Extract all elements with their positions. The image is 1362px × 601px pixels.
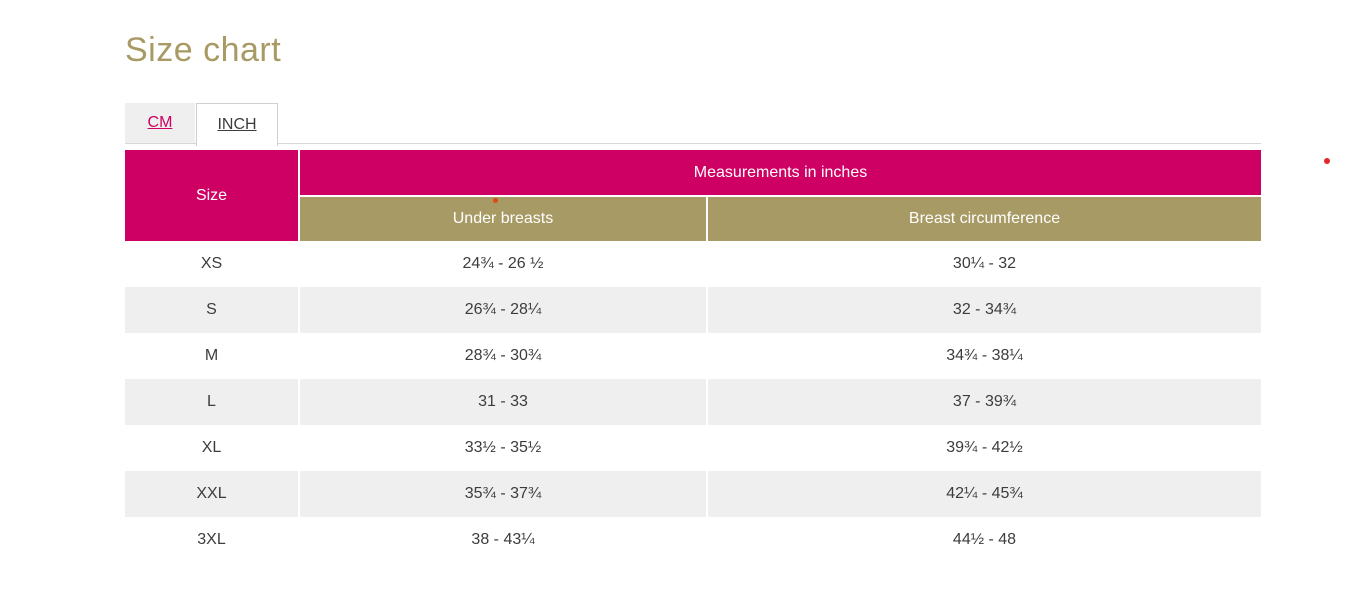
breast-circumference-cell: 37 - 39¾ xyxy=(705,379,1262,425)
size-cell: XL xyxy=(125,425,299,471)
size-cell: S xyxy=(125,287,299,333)
size-cell: L xyxy=(125,379,299,425)
size-chart-page: Size chart CM INCH Size Measurements in … xyxy=(125,30,1262,563)
under-breasts-cell: 35¾ - 37¾ xyxy=(298,471,707,517)
size-column-header: Size xyxy=(125,150,299,241)
under-breasts-cell: 26¾ - 28¼ xyxy=(298,287,707,333)
size-cell: XXL xyxy=(125,471,299,517)
under-breasts-cell: 33½ - 35½ xyxy=(298,425,707,471)
breast-circumference-cell: 39¾ - 42½ xyxy=(705,425,1262,471)
tab-inch-label: INCH xyxy=(217,116,257,133)
breast-circumference-header: Breast circumference xyxy=(705,195,1262,241)
tab-inch[interactable]: INCH xyxy=(196,103,278,146)
tabbar-divider xyxy=(125,143,1261,144)
table-header-row-sub: Under breasts Breast circumference xyxy=(125,195,1262,241)
under-breasts-cell: 38 - 43¼ xyxy=(298,517,707,563)
size-cell: M xyxy=(125,333,299,379)
breast-circumference-cell: 32 - 34¾ xyxy=(705,287,1262,333)
table-row: XXL 35¾ - 37¾ 42¼ - 45¾ xyxy=(125,471,1262,517)
table-row: M 28¾ - 30¾ 34¾ - 38¼ xyxy=(125,333,1262,379)
under-breasts-cell: 28¾ - 30¾ xyxy=(298,333,707,379)
breast-circumference-cell: 44½ - 48 xyxy=(705,517,1262,563)
under-breasts-header: Under breasts xyxy=(298,195,707,241)
table-header-row-group: Size Measurements in inches xyxy=(125,150,1262,241)
table-row: XS 24¾ - 26 ½ 30¼ - 32 xyxy=(125,241,1262,287)
table-row: S 26¾ - 28¼ 32 - 34¾ xyxy=(125,287,1262,333)
breast-circumference-cell: 42¼ - 45¾ xyxy=(705,471,1262,517)
table-row: 3XL 38 - 43¼ 44½ - 48 xyxy=(125,517,1262,563)
page-title: Size chart xyxy=(125,31,282,69)
under-breasts-cell: 31 - 33 xyxy=(298,379,707,425)
unit-tabs: CM INCH xyxy=(125,103,1261,147)
under-breasts-cell: 24¾ - 26 ½ xyxy=(298,241,707,287)
table-row: L 31 - 33 37 - 39¾ xyxy=(125,379,1262,425)
size-chart-table: Size Measurements in inches Under breast… xyxy=(125,150,1262,563)
tab-cm-label: CM xyxy=(147,114,173,131)
table-row: XL 33½ - 35½ 39¾ - 42½ xyxy=(125,425,1262,471)
red-dot-artifact xyxy=(1324,158,1330,164)
size-cell: 3XL xyxy=(125,517,299,563)
tab-cm[interactable]: CM xyxy=(125,103,195,143)
red-dot-artifact xyxy=(493,198,498,203)
size-cell: XS xyxy=(125,241,299,287)
breast-circumference-cell: 34¾ - 38¼ xyxy=(705,333,1262,379)
breast-circumference-cell: 30¼ - 32 xyxy=(705,241,1262,287)
measurements-header: Measurements in inches xyxy=(297,150,1262,196)
